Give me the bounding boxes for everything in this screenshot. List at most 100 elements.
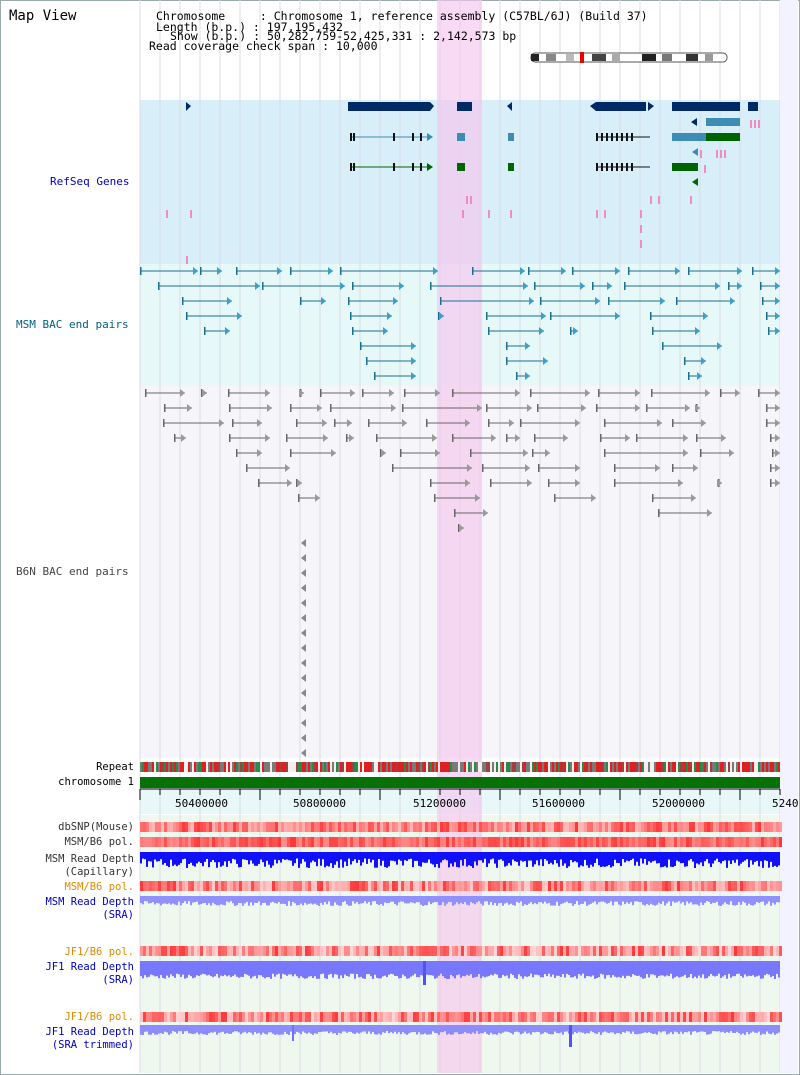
msm-b6-pol-sra-cell xyxy=(641,881,644,891)
jf1-depth-trim-bar xyxy=(538,1025,540,1033)
msm-b6-pol-cell xyxy=(518,837,521,847)
dbsnp-cell xyxy=(311,822,314,832)
msm-depth-sra-bar xyxy=(182,896,184,904)
msm-b6-pol-sra-cell xyxy=(638,881,641,891)
dbsnp-cell xyxy=(188,822,191,832)
jf1-depth-bar xyxy=(364,961,366,979)
msm-b6-pol-sra-label[interactable]: MSM/B6 pol. xyxy=(64,881,134,893)
msm-b6-pol-sra-cell xyxy=(773,881,776,891)
msm-depth-cap-bar xyxy=(272,852,274,866)
repeat-segment xyxy=(224,762,226,772)
b6n-bac-arrow xyxy=(389,389,394,397)
msm-bac-end xyxy=(592,282,594,290)
jf1-b6-pol-trim-cell xyxy=(485,1012,488,1022)
jf1-depth-bar xyxy=(156,961,158,977)
msm-depth-sra-bar xyxy=(598,896,600,903)
pink-mark xyxy=(716,150,718,158)
jf1-b6-pol-trim-cell xyxy=(236,1012,239,1022)
jf1-depth-trimmed-label[interactable]: JF1 Read Depth xyxy=(45,1026,134,1038)
refseq-track-label[interactable]: RefSeq Genes xyxy=(50,175,130,188)
jf1-depth-trim-bar xyxy=(588,1025,590,1034)
jf1-depth-bar xyxy=(314,961,316,977)
msm-depth-cap-bar xyxy=(512,852,514,860)
repeat-segment xyxy=(216,762,218,772)
dbsnp-cell xyxy=(443,822,446,832)
msm-depth-sra-bar xyxy=(386,896,388,904)
jf1-depth-bar xyxy=(766,961,768,974)
jf1-b6-pol-cell xyxy=(248,946,251,956)
jf1-b6-pol-trimmed-label[interactable]: JF1/B6 pol. xyxy=(64,1011,134,1023)
jf1-depth-bar xyxy=(560,961,562,977)
msm-b6-pol-track-label[interactable]: MSM/B6 pol. xyxy=(64,836,134,848)
repeat-segment xyxy=(306,762,308,772)
jf1-b6-pol-cell xyxy=(494,946,497,956)
jf1-depth-bar xyxy=(166,961,168,976)
msm-depth-sra-bar xyxy=(490,896,492,903)
jf1-b6-pol-trim-cell xyxy=(446,1012,449,1022)
jf1-b6-pol-cell xyxy=(386,946,389,956)
msm-depth-sra-bar xyxy=(456,896,458,903)
jf1-depth-bar xyxy=(702,961,704,975)
msm-depth-sra-bar xyxy=(494,896,496,903)
msm-depth-sra-bar xyxy=(388,896,390,903)
msm-bac-end xyxy=(528,267,530,275)
repeat-track xyxy=(140,762,780,772)
b6n-bac-arrow xyxy=(301,719,306,727)
jf1-b6-pol-cell xyxy=(680,946,683,956)
msm-depth-capillary-label[interactable]: MSM Read Depth xyxy=(45,853,134,865)
msm-depth-cap-bar xyxy=(694,852,696,868)
jf1-depth-bar xyxy=(630,961,632,977)
msm-depth-sra-bar xyxy=(284,896,286,905)
dbsnp-cell xyxy=(755,822,758,832)
msm-bac-arrow xyxy=(225,327,230,335)
msm-depth-cap-bar xyxy=(520,852,522,861)
b6n-bac-end xyxy=(286,434,288,442)
jf1-depth-bar xyxy=(394,961,396,976)
msm-depth-sra-bar xyxy=(578,896,580,905)
msm-depth-sra-bar xyxy=(588,896,590,905)
repeat-segment xyxy=(268,762,270,772)
dbsnp-cell xyxy=(668,822,671,832)
b6n-bac-end xyxy=(614,464,616,472)
msm-depth-sra-bar xyxy=(706,896,708,902)
jf1-b6-pol-cell xyxy=(203,946,206,956)
msm-depth-cap-bar xyxy=(730,852,732,865)
msm-depth-sra-bar xyxy=(314,896,316,904)
jf1-b6-pol-cell xyxy=(734,946,737,956)
repeat-segment xyxy=(736,762,738,772)
dbsnp-cell xyxy=(482,822,485,832)
jf1-depth-trim-bar xyxy=(226,1025,228,1033)
jf1-b6-pol-cell xyxy=(284,946,287,956)
jf1-b6-pol-trim-cell xyxy=(326,1012,329,1022)
jf1-b6-pol-label[interactable]: JF1/B6 pol. xyxy=(64,946,134,958)
msm-b6-pol-cell xyxy=(254,837,257,847)
jf1-depth-trim-bar xyxy=(322,1025,324,1032)
jf1-b6-pol-cell xyxy=(443,946,446,956)
dbsnp-cell xyxy=(620,822,623,832)
b6n-bac-end xyxy=(145,389,147,397)
msm-b6-pol-sra-cell xyxy=(179,881,182,891)
jf1-depth-bar xyxy=(480,961,482,979)
msm-b6-pol-sra-cell xyxy=(764,881,767,891)
msm-depth-cap-bar xyxy=(236,852,238,864)
dbsnp-track-label[interactable]: dbSNP(Mouse) xyxy=(58,821,134,833)
jf1-depth-label[interactable]: JF1 Read Depth xyxy=(45,961,134,973)
jf1-b6-pol-cell xyxy=(587,946,590,956)
jf1-b6-pol-trim-cell xyxy=(452,1012,455,1022)
msm-b6-pol-cell xyxy=(590,837,593,847)
jf1-b6-pol-trim-cell xyxy=(359,1012,362,1022)
jf1-depth-bar xyxy=(268,961,270,978)
msm-bac-track-label[interactable]: MSM BAC end pairs xyxy=(16,318,129,331)
b6n-bac-track-label[interactable]: B6N BAC end pairs xyxy=(16,565,129,578)
dbsnp-cell xyxy=(689,822,692,832)
repeat-segment xyxy=(374,762,376,772)
msm-depth-sra-label[interactable]: MSM Read Depth xyxy=(45,896,134,908)
axis-ticks xyxy=(139,788,781,800)
dbsnp-cell xyxy=(251,822,254,832)
repeat-segment xyxy=(690,762,692,772)
b6n-bac-end xyxy=(766,419,768,427)
msm-b6-pol-cell xyxy=(365,837,368,847)
jf1-b6-pol-trim-cell xyxy=(695,1012,698,1022)
b6n-bac-end xyxy=(520,419,522,427)
